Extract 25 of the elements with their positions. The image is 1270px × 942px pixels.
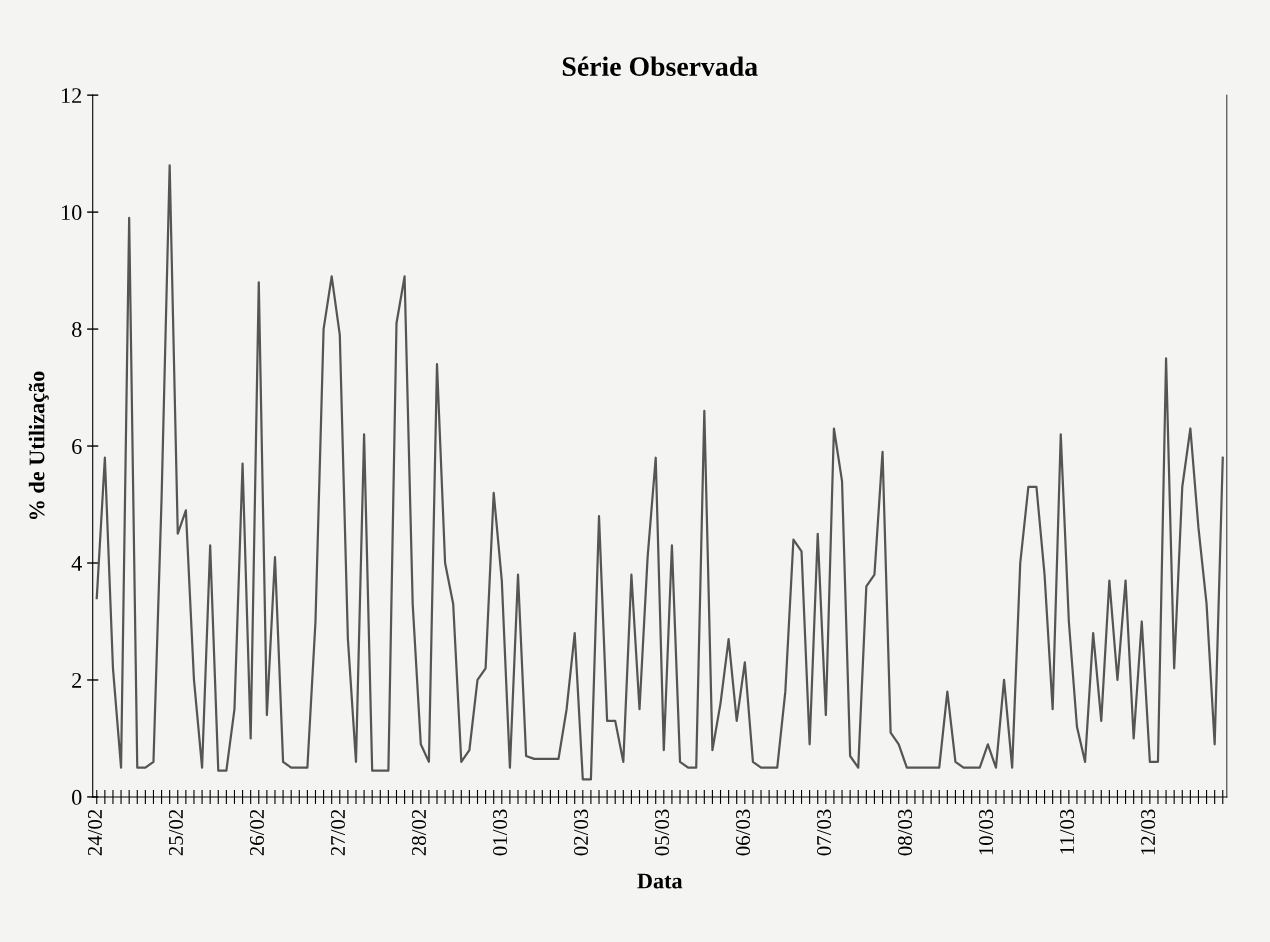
- y-tick-label: 2: [72, 672, 82, 688]
- y-tick-label: 4: [71, 556, 82, 571]
- y-tick-label: 12: [62, 88, 82, 103]
- x-tick-label: 05/03: [654, 809, 670, 856]
- x-axis-title: Data: [637, 873, 683, 889]
- x-tick-label: 06/03: [735, 809, 751, 856]
- x-tick-label: 12/03: [1141, 809, 1156, 855]
- y-tick-label: 8: [72, 322, 82, 337]
- chart-title: Série Observada: [562, 56, 758, 76]
- x-tick-label: 28/02: [411, 809, 427, 856]
- x-tick-label: 08/03: [897, 809, 913, 856]
- y-axis-title: % de Utilização: [28, 371, 49, 520]
- x-tick-label: 07/03: [816, 809, 832, 856]
- y-tick-label: 0: [72, 789, 82, 805]
- x-tick-label: 01/03: [492, 809, 508, 856]
- x-tick-label: 24/02: [87, 809, 102, 856]
- y-tick-label: 6: [72, 439, 82, 454]
- x-tick-label: 10/03: [979, 809, 994, 855]
- x-tick-label: 26/02: [249, 809, 264, 856]
- x-tick-label: 25/02: [168, 809, 183, 856]
- x-tick-label: 27/02: [330, 809, 345, 856]
- y-tick-label: 10: [62, 205, 82, 221]
- x-tick-label: 11/03: [1060, 809, 1075, 854]
- x-tick-label: 02/03: [573, 809, 589, 856]
- line-series: [95, 164, 1224, 781]
